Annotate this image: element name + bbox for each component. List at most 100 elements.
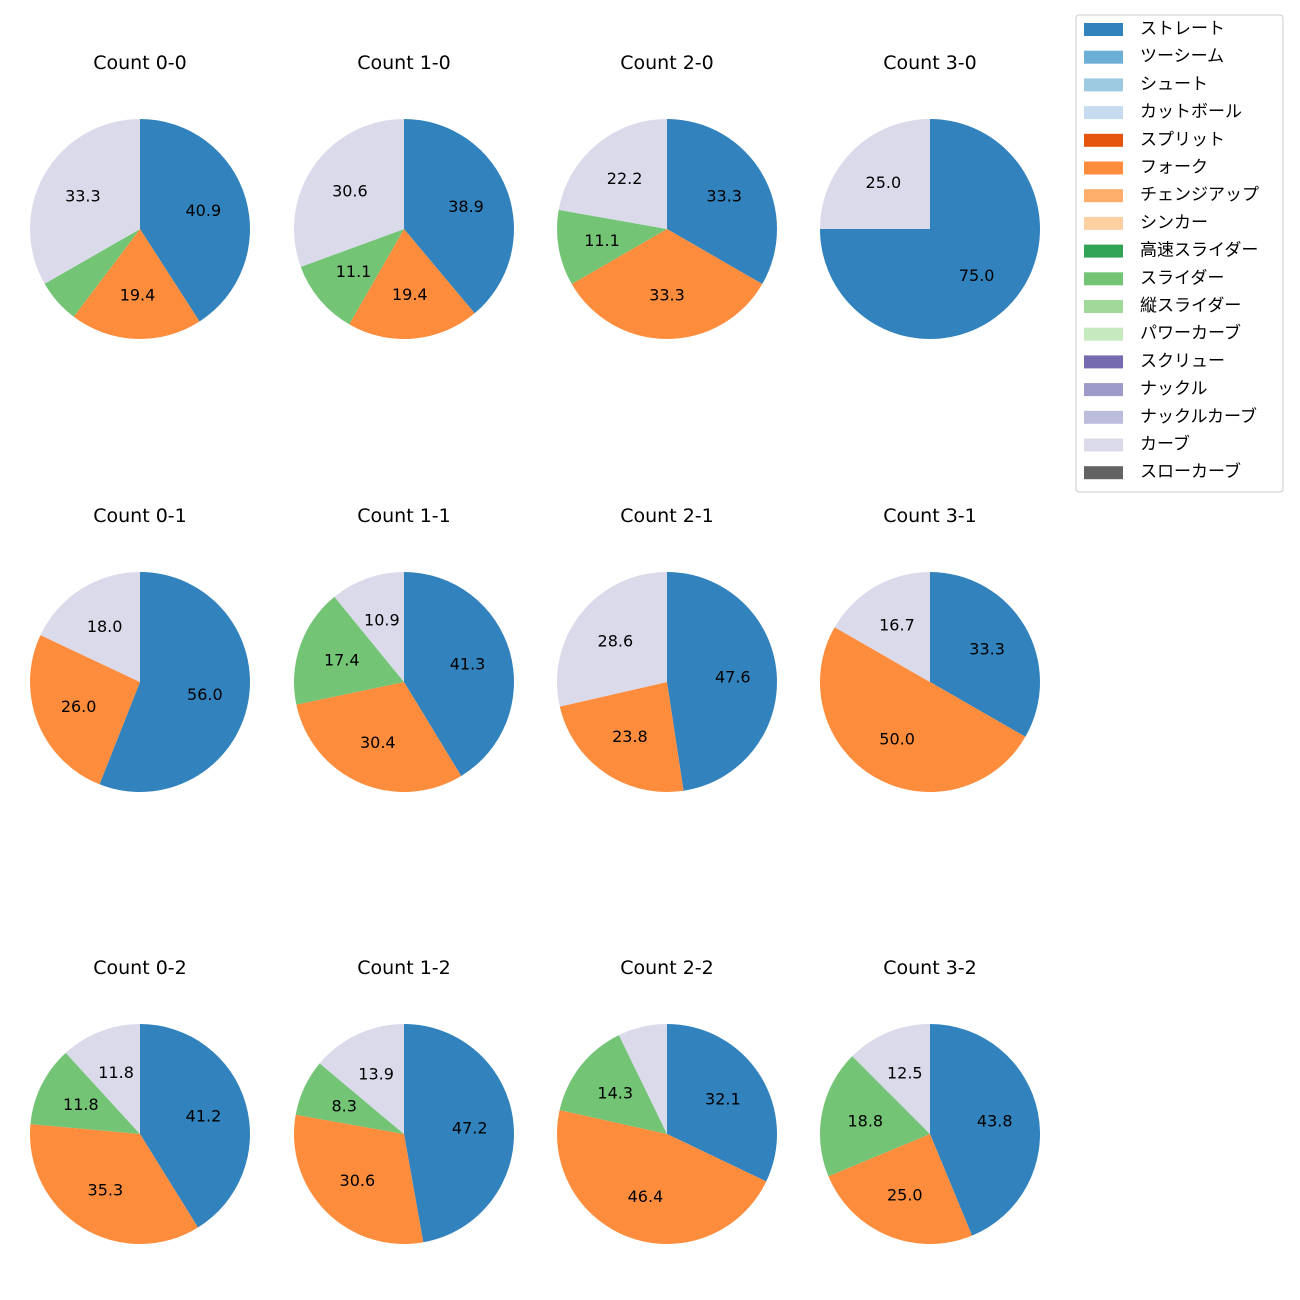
pie-slice <box>618 1024 667 1134</box>
pie-slice-label: 19.4 <box>120 285 156 304</box>
legend-label: スローカーブ <box>1140 461 1241 482</box>
pie-slice <box>29 1124 199 1244</box>
pie-slice <box>558 119 667 229</box>
pie-3: Count 2-0 33.3 33.3 11.1 22.2 <box>556 52 777 339</box>
pie-11: Count 2-2 32.1 46.4 14.3 <box>557 957 777 1244</box>
legend-item: パワーカーブ <box>1084 323 1241 344</box>
pie-slice-label: 16.7 <box>879 615 915 634</box>
pie-slice-label: 18.0 <box>87 617 123 636</box>
pie-slice <box>404 119 514 314</box>
legend-swatch <box>1084 189 1123 203</box>
legend-item: スライダー <box>1084 268 1224 288</box>
pie-slice-label: 41.2 <box>186 1106 222 1125</box>
pie-slice <box>404 1024 514 1243</box>
legend-item: スプリット <box>1084 130 1225 150</box>
pie-slice-label: 30.6 <box>340 1171 376 1190</box>
legend-swatch <box>1084 272 1123 286</box>
legend-item: ツーシーム <box>1084 47 1224 67</box>
pie-slice-label: 33.3 <box>65 186 101 205</box>
legend-label: ツーシーム <box>1140 47 1224 67</box>
pie-slice <box>334 572 404 682</box>
pie-slice-label: 8.3 <box>331 1097 356 1116</box>
pie-title: Count 2-0 <box>620 52 714 74</box>
pie-slice <box>300 229 404 325</box>
pie-slice <box>295 1063 404 1134</box>
pie-slice-label: 12.5 <box>887 1064 923 1083</box>
legend-swatch <box>1084 438 1123 452</box>
pie-slice-label: 14.3 <box>597 1084 633 1103</box>
pie-title: Count 0-2 <box>93 957 187 979</box>
pie-slice-label: 26.0 <box>61 697 97 716</box>
legend-swatch <box>1084 133 1123 147</box>
legend-label: シュート <box>1140 74 1208 94</box>
legend-label: フォーク <box>1140 158 1208 178</box>
legend-label: ストレート <box>1140 19 1225 39</box>
pie-slice-label: 33.3 <box>706 187 742 206</box>
pie-slice <box>30 1052 140 1134</box>
pie-slice-label: 23.8 <box>612 727 648 746</box>
pie-slice <box>820 1056 930 1177</box>
pie-slice <box>140 119 250 322</box>
pie-slice <box>29 635 140 785</box>
pie-slice <box>930 572 1041 737</box>
pie-title: Count 3-0 <box>883 52 977 74</box>
pie-slice-label: 13.9 <box>358 1065 394 1084</box>
pie-slice <box>556 572 667 707</box>
pie-slice <box>29 119 141 284</box>
pie-2: Count 1-0 38.9 19.4 11.1 30.6 <box>294 52 514 340</box>
pie-slice <box>296 682 462 792</box>
pie-slice <box>667 572 777 791</box>
pie-slice-label: 35.3 <box>88 1181 124 1200</box>
legend-label: スプリット <box>1140 130 1225 150</box>
pie-slice <box>140 1024 250 1228</box>
pie-1: Count 0-0 40.9 19.4 33.3 <box>29 52 250 339</box>
pie-slice-label: 47.2 <box>452 1119 488 1138</box>
legend-item: ナックルカーブ <box>1084 406 1257 427</box>
pie-slice <box>99 572 250 792</box>
pie-slice-label: 43.8 <box>977 1112 1013 1131</box>
pie-6: Count 1-1 41.3 30.4 17.4 10.9 <box>294 505 514 792</box>
pie-slice-label: 25.0 <box>887 1185 923 1204</box>
pie-slice <box>667 1024 777 1182</box>
pie-slice <box>73 229 200 339</box>
pie-slice-label: 56.0 <box>187 685 223 704</box>
legend-label: カットボール <box>1140 102 1242 122</box>
legend-item: スローカーブ <box>1084 461 1241 482</box>
pie-slice <box>820 119 930 229</box>
pie-slice-label: 25.0 <box>866 173 902 192</box>
pie-slice-label: 47.6 <box>715 668 751 687</box>
pie-slice <box>65 1024 140 1134</box>
legend-swatch <box>1084 466 1123 480</box>
legend-swatch <box>1084 106 1123 120</box>
pie-8: Count 3-1 33.3 50.0 16.7 <box>819 505 1041 793</box>
legend-item: シュート <box>1084 74 1208 94</box>
pie-slice-label: 46.4 <box>628 1187 664 1206</box>
legend-frame <box>1075 14 1284 493</box>
legend-swatch <box>1084 161 1123 175</box>
pie-title: Count 2-2 <box>620 957 714 979</box>
legend-label: カーブ <box>1140 434 1190 455</box>
pie-slice-label: 11.1 <box>584 231 620 250</box>
legend-item: 高速スライダー <box>1084 241 1258 261</box>
legend-label: パワーカーブ <box>1140 323 1241 344</box>
legend-swatch <box>1084 244 1123 258</box>
legend-label: ナックル <box>1140 379 1208 399</box>
pie-title: Count 1-1 <box>357 505 451 527</box>
legend-label: チェンジアップ <box>1140 185 1259 205</box>
pie-charts: Count 0-0 40.9 19.4 33.3 Count 1-0 38.9 19.4 11… <box>29 52 1041 1244</box>
pie-slice <box>319 1024 404 1134</box>
legend-swatch <box>1084 78 1123 92</box>
pie-slice <box>294 119 404 267</box>
legend-label: シンカー <box>1140 213 1208 233</box>
legend-item: シンカー <box>1084 213 1208 233</box>
pie-slice-label: 30.6 <box>332 182 368 201</box>
pie-title: Count 1-2 <box>357 957 451 979</box>
pie-title: Count 3-2 <box>883 957 977 979</box>
pie-slice-label: 28.6 <box>598 631 634 650</box>
pie-slice <box>559 1035 667 1134</box>
legend-swatch <box>1084 50 1123 64</box>
legend-swatch <box>1084 300 1123 313</box>
legend-label: 高速スライダー <box>1140 241 1258 261</box>
pie-slice <box>404 572 514 776</box>
